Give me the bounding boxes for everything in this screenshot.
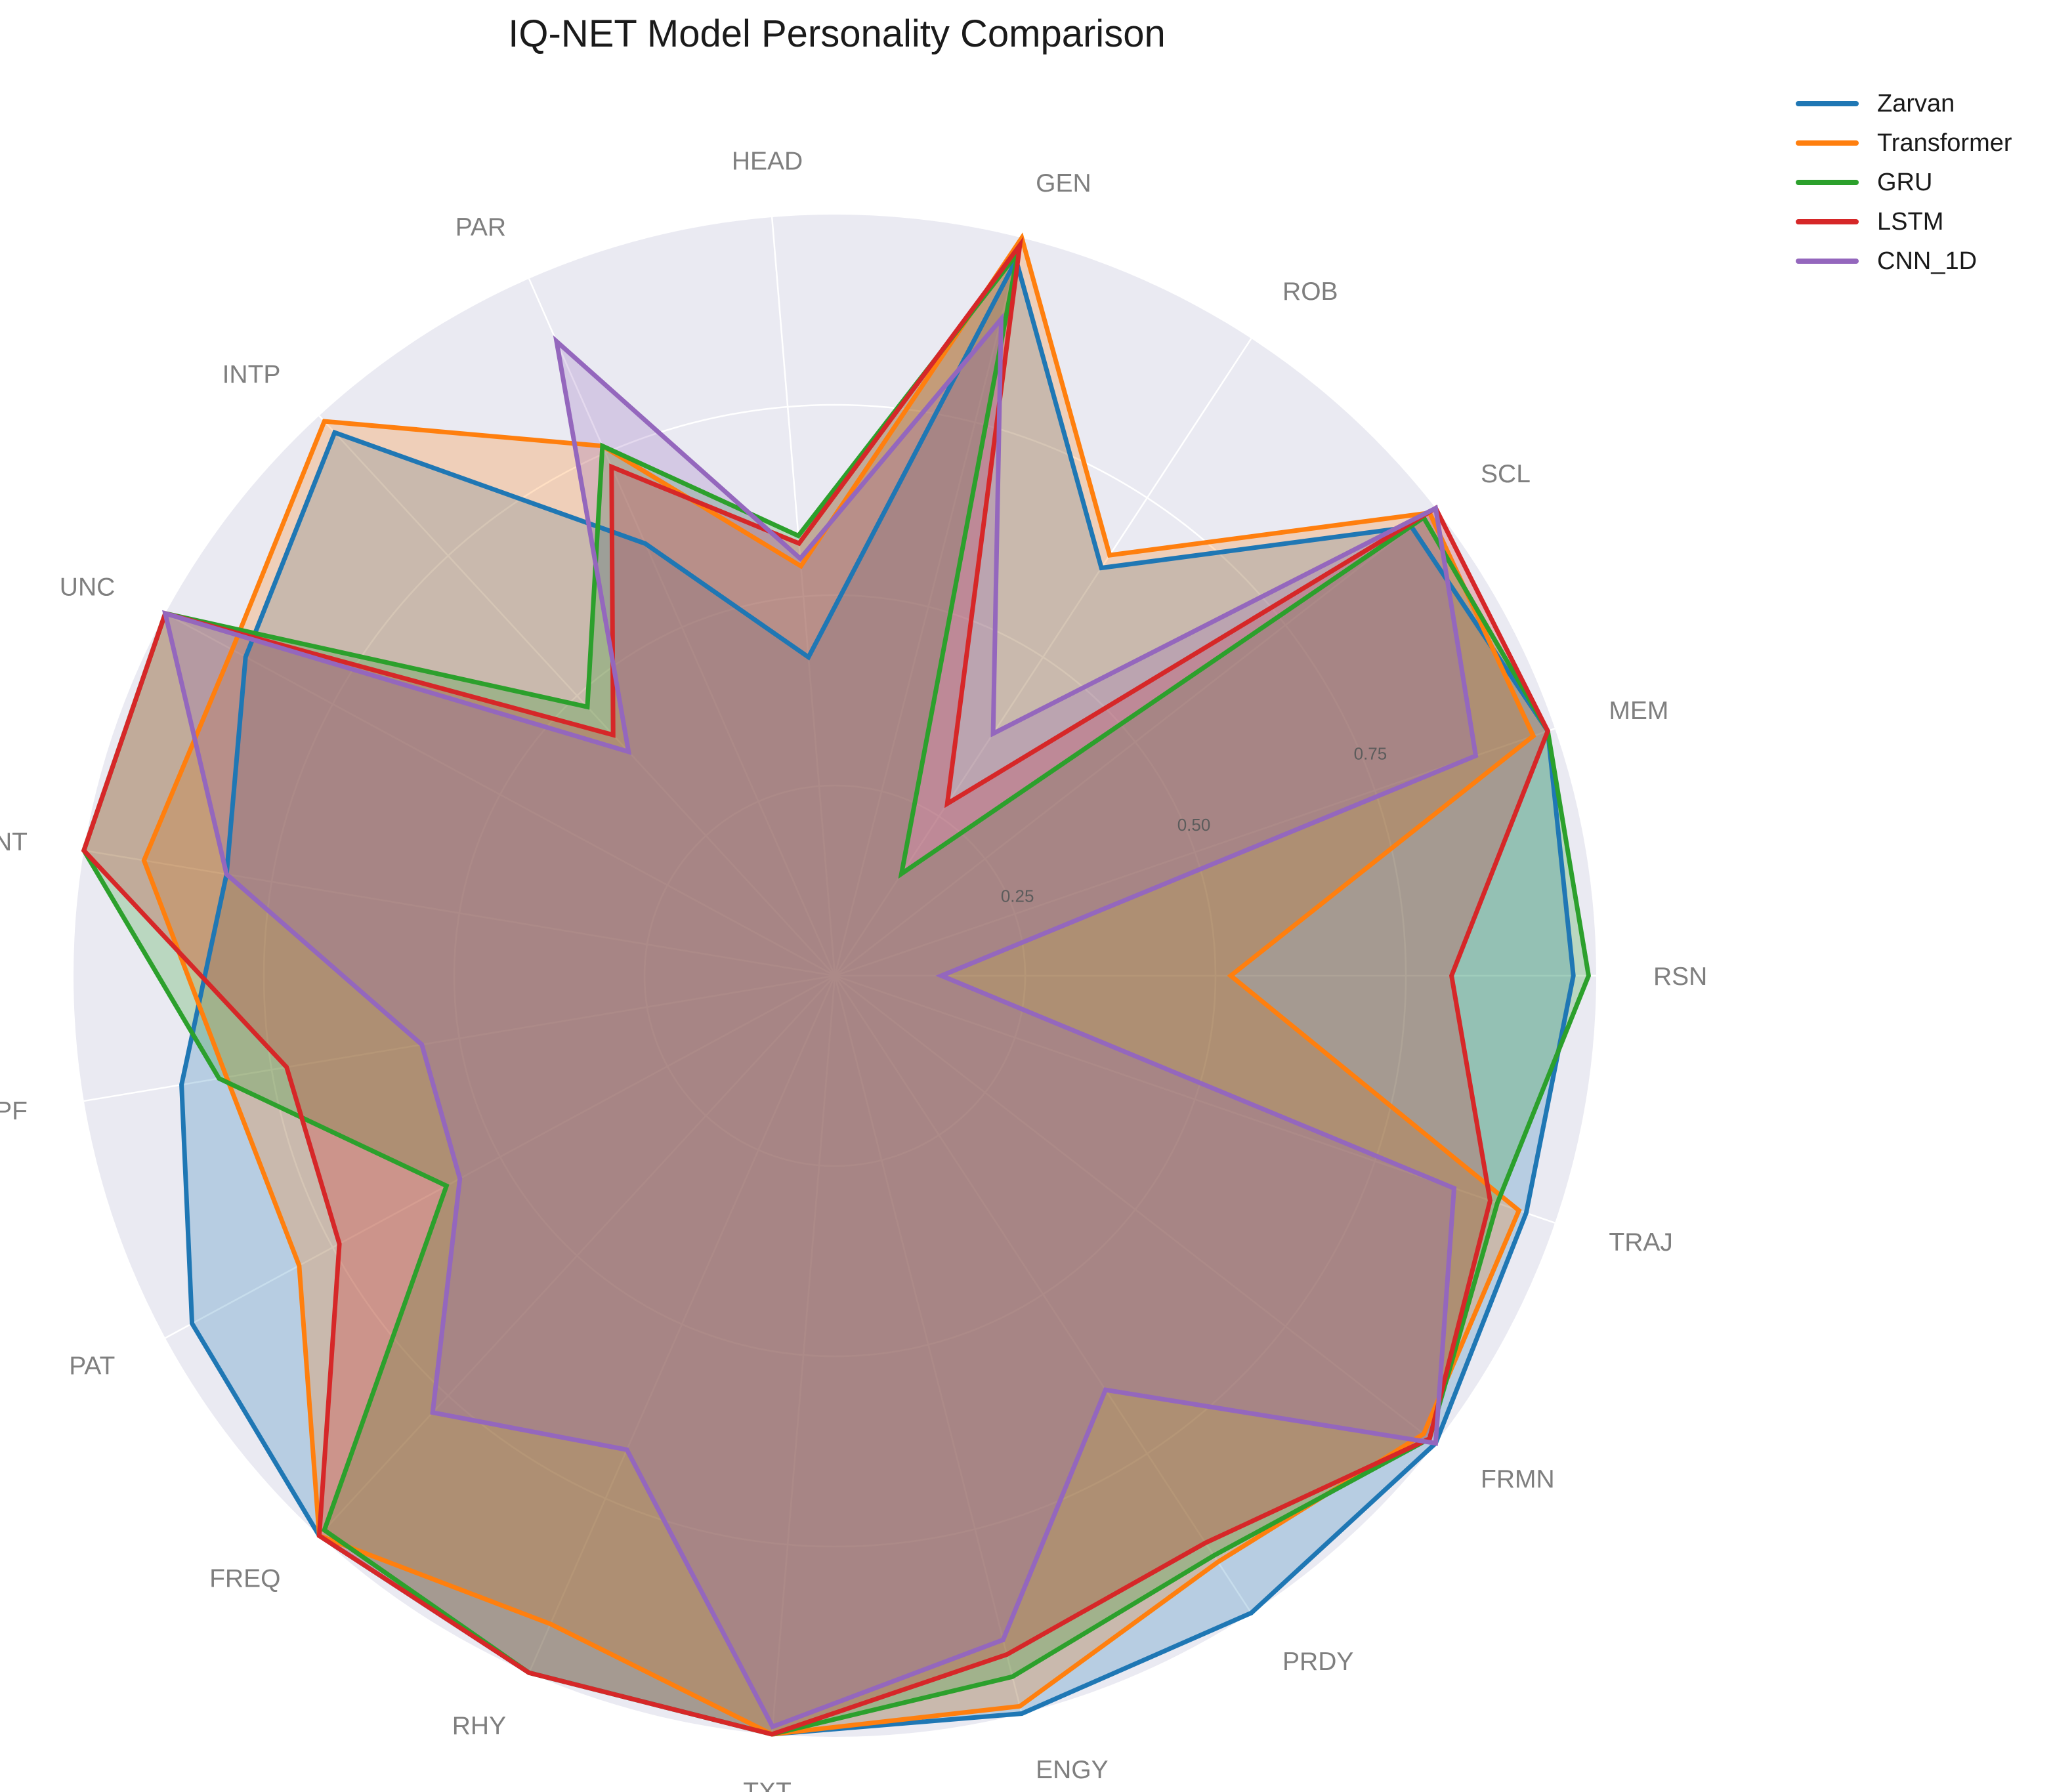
axis-spoke bbox=[834, 507, 1437, 976]
axis-spoke bbox=[834, 975, 1023, 1714]
legend-swatch bbox=[1796, 219, 1859, 224]
series-fill-zarvan bbox=[181, 260, 1574, 1735]
legend-label: CNN_1D bbox=[1877, 247, 1978, 275]
axis-label-spf: SPF bbox=[0, 1097, 28, 1125]
axis-label-prdy: PRDY bbox=[1282, 1648, 1353, 1676]
axis-label-freq: FREQ bbox=[209, 1564, 280, 1593]
axis-label-unc: UNC bbox=[60, 573, 116, 601]
axis-spoke bbox=[834, 238, 1023, 976]
axis-spoke bbox=[528, 975, 836, 1673]
series-fill-transformer bbox=[144, 238, 1534, 1734]
legend-label: GRU bbox=[1877, 168, 1933, 196]
legend-item-gru: GRU bbox=[1796, 163, 2012, 202]
axis-spoke bbox=[771, 217, 836, 976]
axis-label-frmn: FRMN bbox=[1481, 1465, 1555, 1493]
axis-label-intp: INTP bbox=[222, 361, 281, 389]
axis-spoke bbox=[83, 974, 836, 1102]
axis-label-rob: ROB bbox=[1282, 278, 1338, 306]
axis-spoke bbox=[165, 612, 836, 977]
legend: Zarvan Transformer GRU LSTM CNN_1D bbox=[1796, 84, 2012, 281]
legend-label: LSTM bbox=[1877, 207, 1944, 236]
radial-tick-label: 0.25 bbox=[1001, 886, 1034, 906]
axis-label-engy: ENGY bbox=[1036, 1756, 1109, 1784]
radial-tick-label: 0.50 bbox=[1177, 815, 1211, 835]
legend-item-lstm: LSTM bbox=[1796, 202, 2012, 241]
axis-label-scl: SCL bbox=[1481, 460, 1531, 488]
chart-title: IQ-NET Model Personality Comparison bbox=[508, 12, 1166, 55]
series-line-cnn_1d bbox=[162, 312, 1479, 1730]
axis-label-head: HEAD bbox=[732, 147, 803, 175]
axis-spoke bbox=[528, 278, 836, 976]
axis-spoke bbox=[834, 975, 1252, 1614]
legend-label: Zarvan bbox=[1877, 89, 1955, 117]
axis-label-rsn: RSN bbox=[1653, 963, 1707, 991]
axis-label-mem: MEM bbox=[1609, 697, 1668, 725]
series-line-lstm bbox=[81, 236, 1551, 1737]
axis-spoke bbox=[834, 728, 1556, 977]
series-line-transformer bbox=[141, 232, 1536, 1737]
axis-label-traj: TRAJ bbox=[1609, 1228, 1673, 1257]
axis-spoke bbox=[834, 975, 1437, 1444]
axis-spoke bbox=[318, 975, 836, 1537]
axis-label-gen: GEN bbox=[1036, 169, 1091, 198]
legend-swatch bbox=[1796, 259, 1859, 264]
axis-spoke bbox=[318, 415, 836, 976]
legend-swatch bbox=[1796, 101, 1859, 106]
series-line-gru bbox=[81, 251, 1592, 1737]
legend-item-zarvan: Zarvan bbox=[1796, 84, 2012, 123]
polar-grid bbox=[83, 217, 1596, 1735]
axis-spoke bbox=[771, 975, 836, 1735]
legend-label: Transformer bbox=[1877, 129, 2012, 157]
axis-label-par: PAR bbox=[455, 213, 506, 241]
series-fill-cnn_1d bbox=[165, 319, 1476, 1727]
axis-spoke bbox=[165, 974, 836, 1339]
series-layer bbox=[81, 232, 1592, 1737]
axis-label-txt: TXT bbox=[743, 1778, 792, 1792]
legend-item-transformer: Transformer bbox=[1796, 123, 2012, 163]
legend-swatch bbox=[1796, 140, 1859, 146]
axis-spoke bbox=[83, 849, 836, 977]
axis-label-pat: PAT bbox=[69, 1352, 115, 1381]
axis-label-rhy: RHY bbox=[452, 1712, 506, 1740]
legend-swatch bbox=[1796, 180, 1859, 185]
radial-tick-label: 0.75 bbox=[1354, 743, 1387, 763]
axis-label-cont: CONT bbox=[0, 828, 28, 856]
axis-labels: 0.25 0.50 0.75 RSN MEM SCL ROB GEN HEAD PAR INTP UN… bbox=[0, 147, 1707, 1792]
legend-item-cnn_1d: CNN_1D bbox=[1796, 241, 2012, 281]
series-fill-gru bbox=[83, 253, 1589, 1734]
series-fill-lstm bbox=[83, 245, 1548, 1735]
